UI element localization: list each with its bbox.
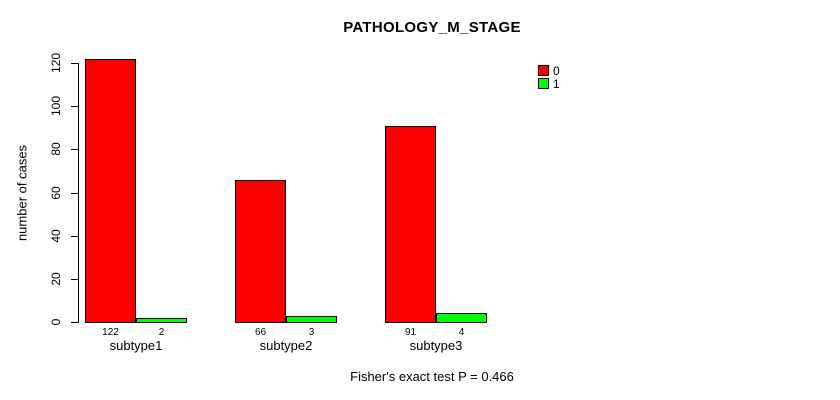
bar xyxy=(85,59,136,323)
bar xyxy=(235,180,286,323)
category-label: subtype2 xyxy=(259,338,313,353)
bar-value-label: 91 xyxy=(404,327,417,338)
y-tick-label-text: 60 xyxy=(49,186,63,200)
category-label: subtype3 xyxy=(409,338,463,353)
legend-label: 0 xyxy=(553,64,560,78)
bar-value-label: 2 xyxy=(158,327,165,338)
y-tick-label-text: 80 xyxy=(49,142,63,156)
bar-value-label: 4 xyxy=(458,327,465,338)
y-tick-mark xyxy=(71,106,78,107)
stat-test-note: Fisher's exact test P = 0.466 xyxy=(350,369,514,384)
y-tick-label-text: 40 xyxy=(49,229,63,243)
y-tick-label-text: 100 xyxy=(49,95,63,117)
bar-value-label: 122 xyxy=(102,327,119,338)
bar-value-label: 66 xyxy=(254,327,267,338)
legend-swatch xyxy=(538,65,549,76)
chart-title: PATHOLOGY_M_STAGE xyxy=(343,19,521,36)
y-tick-mark xyxy=(71,149,78,150)
bar xyxy=(286,316,337,323)
category-label: subtype1 xyxy=(109,338,163,353)
y-tick-mark xyxy=(71,279,78,280)
y-tick-mark xyxy=(71,236,78,237)
y-axis-label-text: number of cases xyxy=(14,144,30,242)
legend-label: 1 xyxy=(553,77,560,91)
y-tick-mark xyxy=(71,63,78,64)
legend-swatch xyxy=(538,78,549,89)
bar-value-label: 3 xyxy=(308,327,315,338)
y-tick-label-text: 120 xyxy=(49,52,63,74)
y-tick-label-text: 20 xyxy=(49,272,63,286)
bar xyxy=(385,126,436,323)
bar xyxy=(436,313,487,323)
y-tick-label-text: 0 xyxy=(49,318,63,326)
y-tick-mark xyxy=(71,193,78,194)
y-axis-line xyxy=(78,63,79,323)
y-tick-mark xyxy=(71,322,78,323)
bar xyxy=(136,318,187,323)
